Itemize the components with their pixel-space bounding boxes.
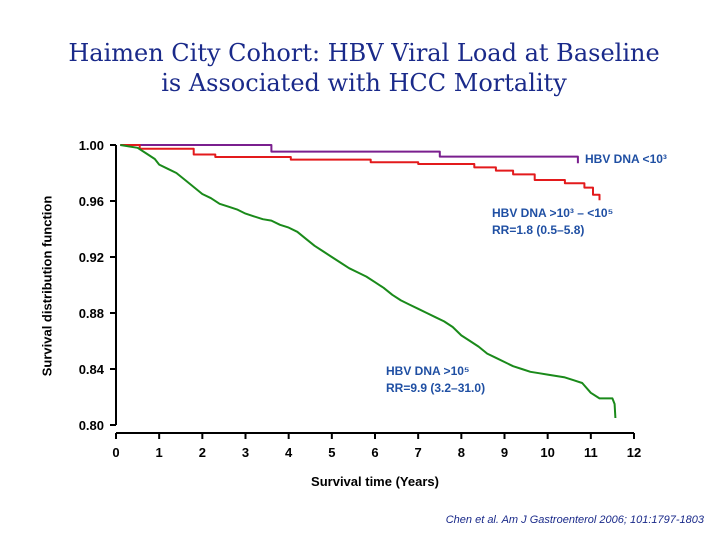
y-tick-label-3: 0.92: [79, 250, 104, 265]
x-axis-label: Survival time (Years): [311, 474, 439, 489]
x-tick-label-2: 2: [199, 445, 206, 460]
slide-title-line-1: Haimen City Cohort: HBV Viral Load at Ba…: [68, 39, 660, 67]
series-high-name: HBV DNA >10⁵: [386, 364, 470, 378]
x-tick-label-11: 11: [584, 445, 598, 460]
series-high-label: HBV DNA >10⁵ RR=9.9 (3.2–31.0): [386, 363, 485, 397]
slide-title-line-2: is Associated with HCC Mortality: [161, 69, 567, 97]
x-tick-label-10: 10: [540, 445, 554, 460]
x-tick-label-0: 0: [112, 445, 119, 460]
series-low-label: HBV DNA <10³: [585, 152, 667, 166]
x-tick-label-5: 5: [328, 445, 335, 460]
x-tick-label-12: 12: [627, 445, 641, 460]
x-tick-label-3: 3: [242, 445, 249, 460]
y-tick-label-5: 1.00: [79, 138, 104, 153]
slide-title: Haimen City Cohort: HBV Viral Load at Ba…: [0, 38, 728, 98]
series-high-rr: RR=9.9 (3.2–31.0): [386, 381, 486, 395]
x-tick-label-8: 8: [458, 445, 465, 460]
y-tick-label-4: 0.96: [79, 194, 104, 209]
y-axis-label: Survival distribution function: [39, 195, 55, 377]
x-tick-label-4: 4: [285, 445, 293, 460]
x-tick-label-7: 7: [415, 445, 422, 460]
series-mid-label: HBV DNA >10³ – <10⁵ RR=1.8 (0.5–5.8): [492, 205, 613, 239]
series-mid-name: HBV DNA >10³ – <10⁵: [492, 206, 614, 220]
y-tick-label-2: 0.88: [79, 306, 104, 321]
x-tick-label-9: 9: [501, 445, 508, 460]
citation: Chen et al. Am J Gastroenterol 2006; 101…: [445, 514, 704, 526]
series-line-2: [120, 144, 617, 419]
series-line-0: [120, 144, 579, 164]
series-mid-rr: RR=1.8 (0.5–5.8): [492, 223, 585, 237]
x-tick-label-6: 6: [371, 445, 378, 460]
series-line-1: [120, 144, 601, 201]
y-tick-label-0: 0.80: [79, 418, 104, 433]
x-tick-label-1: 1: [156, 445, 163, 460]
y-tick-label-1: 0.84: [79, 362, 105, 377]
